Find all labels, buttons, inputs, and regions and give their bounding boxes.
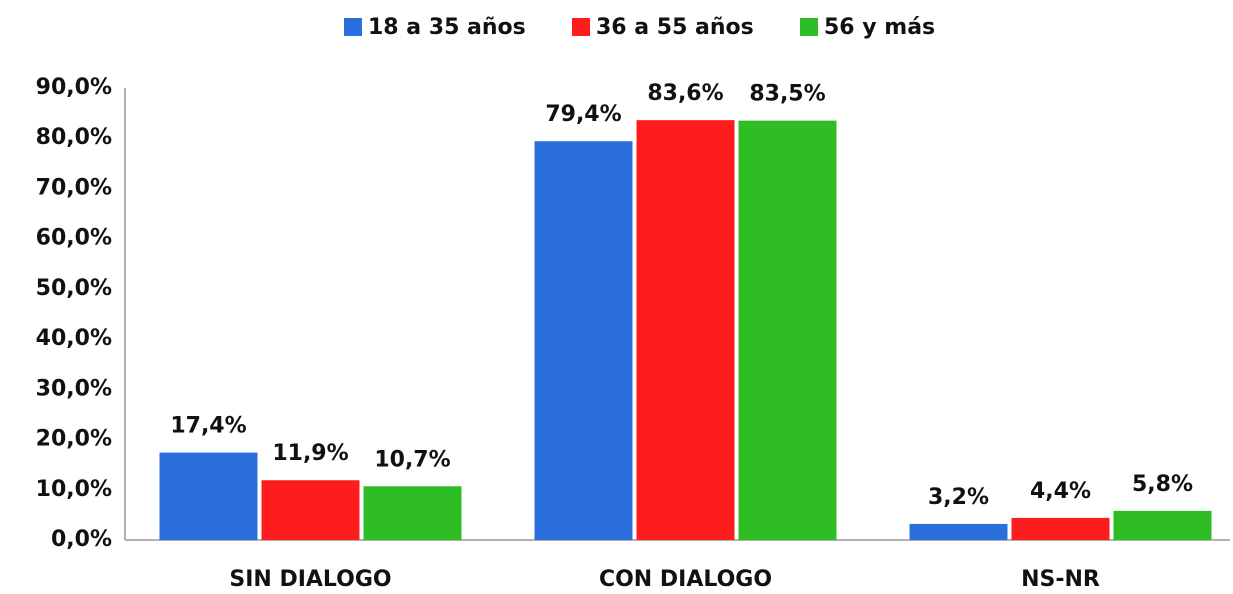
legend-label: 18 a 35 años [368,15,526,40]
y-tick-label: 80,0% [36,125,112,150]
value-label: 79,4% [545,102,621,127]
legend-swatch [800,18,818,36]
value-label: 4,4% [1030,479,1091,504]
bar [1113,510,1212,540]
legend-swatch [344,18,362,36]
y-tick-label: 60,0% [36,226,112,251]
bar [159,452,258,540]
value-label: 3,2% [928,485,989,510]
x-tick-label: SIN DIALOGO [229,567,391,592]
legend-swatch [572,18,590,36]
value-label: 17,4% [170,414,246,439]
bar [261,480,360,540]
bar [1011,517,1110,540]
value-label: 5,8% [1132,472,1193,497]
value-label: 10,7% [374,447,450,472]
bar [636,120,735,541]
value-label: 83,6% [647,81,723,106]
y-tick-label: 0,0% [51,527,112,552]
x-tick-label: NS-NR [1021,567,1100,592]
y-tick-label: 50,0% [36,276,112,301]
value-label: 11,9% [272,441,348,466]
bar [534,141,633,541]
y-tick-label: 70,0% [36,175,112,200]
bar [363,486,462,540]
y-tick-label: 40,0% [36,326,112,351]
y-tick-label: 10,0% [36,477,112,502]
legend-label: 56 y más [824,15,935,40]
value-label: 83,5% [749,82,825,107]
x-tick-label: CON DIALOGO [599,567,772,592]
y-tick-label: 30,0% [36,376,112,401]
legend-label: 36 a 55 años [596,15,754,40]
bar [738,120,837,541]
y-tick-label: 20,0% [36,427,112,452]
bar [909,523,1008,540]
y-tick-label: 90,0% [36,75,112,100]
